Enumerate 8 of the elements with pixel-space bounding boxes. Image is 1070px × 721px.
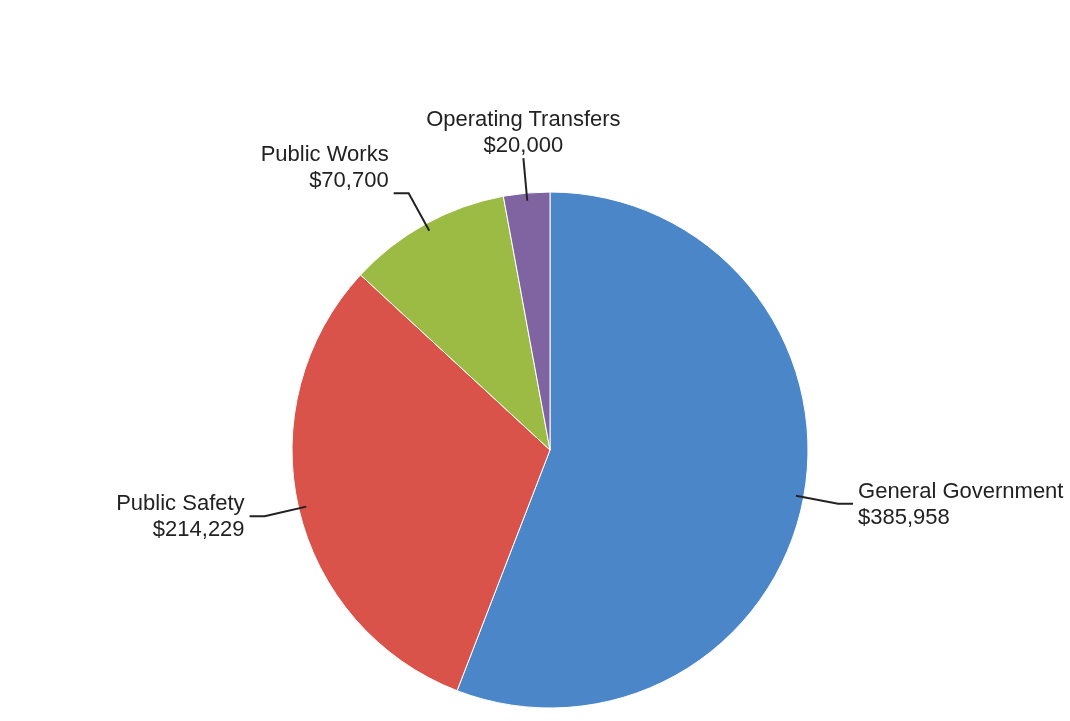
- data-label: $70,700: [309, 167, 389, 193]
- data-label: $20,000: [483, 132, 564, 158]
- slice-label: Public Safety: [116, 490, 245, 516]
- slice-label: Operating Transfers: [426, 106, 621, 132]
- data-label: $385,958: [858, 503, 950, 529]
- slice-label: Public Works: [260, 141, 389, 167]
- slice-label: General Government: [858, 477, 1064, 503]
- data-label: $214,229: [152, 516, 245, 542]
